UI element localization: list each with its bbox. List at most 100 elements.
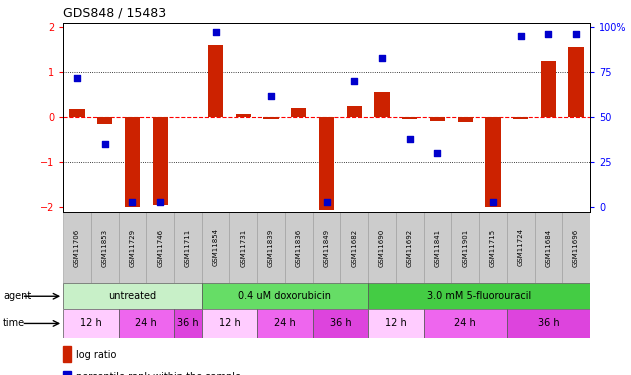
FancyBboxPatch shape xyxy=(368,212,396,283)
FancyBboxPatch shape xyxy=(230,212,257,283)
Point xyxy=(571,31,581,37)
FancyBboxPatch shape xyxy=(257,309,313,338)
FancyBboxPatch shape xyxy=(202,283,368,309)
Bar xyxy=(402,117,417,120)
Bar xyxy=(69,109,85,117)
Text: GSM11839: GSM11839 xyxy=(268,228,274,267)
Text: GSM11724: GSM11724 xyxy=(517,228,524,267)
FancyBboxPatch shape xyxy=(174,212,202,283)
FancyBboxPatch shape xyxy=(313,309,368,338)
Point xyxy=(543,31,553,37)
Bar xyxy=(457,117,473,122)
Point xyxy=(72,75,82,81)
Point xyxy=(488,199,498,205)
FancyBboxPatch shape xyxy=(202,212,230,283)
Bar xyxy=(97,117,112,124)
Bar xyxy=(346,106,362,117)
Text: GSM11696: GSM11696 xyxy=(573,228,579,267)
Bar xyxy=(153,117,168,205)
Text: GSM11711: GSM11711 xyxy=(185,228,191,267)
Text: 12 h: 12 h xyxy=(218,318,240,328)
Bar xyxy=(513,117,528,120)
FancyBboxPatch shape xyxy=(63,283,202,309)
Bar xyxy=(569,47,584,117)
FancyBboxPatch shape xyxy=(534,212,562,283)
Text: GSM11836: GSM11836 xyxy=(296,228,302,267)
Point xyxy=(100,141,110,147)
Bar xyxy=(485,117,500,207)
Text: GSM11715: GSM11715 xyxy=(490,228,496,267)
Bar xyxy=(208,45,223,117)
Text: GSM11854: GSM11854 xyxy=(213,228,218,267)
Text: GSM11729: GSM11729 xyxy=(129,228,136,267)
FancyBboxPatch shape xyxy=(368,309,423,338)
FancyBboxPatch shape xyxy=(63,212,91,283)
Bar xyxy=(319,117,334,210)
Point xyxy=(349,78,359,84)
Point xyxy=(377,55,387,61)
Text: 36 h: 36 h xyxy=(538,318,559,328)
Text: GSM11746: GSM11746 xyxy=(157,228,163,267)
Text: 24 h: 24 h xyxy=(454,318,476,328)
FancyBboxPatch shape xyxy=(257,212,285,283)
Text: GSM11706: GSM11706 xyxy=(74,228,80,267)
Text: 3.0 mM 5-fluorouracil: 3.0 mM 5-fluorouracil xyxy=(427,291,531,301)
Text: time: time xyxy=(3,318,25,328)
Text: 36 h: 36 h xyxy=(329,318,351,328)
Bar xyxy=(63,346,71,362)
Text: GSM11731: GSM11731 xyxy=(240,228,246,267)
Bar xyxy=(125,117,140,207)
Bar xyxy=(63,371,71,375)
FancyBboxPatch shape xyxy=(451,212,479,283)
Point xyxy=(211,29,221,35)
FancyBboxPatch shape xyxy=(396,212,423,283)
Text: log ratio: log ratio xyxy=(76,350,117,360)
Point xyxy=(432,150,442,156)
Bar xyxy=(541,61,556,117)
Point xyxy=(155,199,165,205)
FancyBboxPatch shape xyxy=(562,212,590,283)
FancyBboxPatch shape xyxy=(91,212,119,283)
Text: GSM11690: GSM11690 xyxy=(379,228,385,267)
Text: 12 h: 12 h xyxy=(80,318,102,328)
Text: GSM11684: GSM11684 xyxy=(545,228,551,267)
FancyBboxPatch shape xyxy=(313,212,340,283)
Point xyxy=(127,199,138,205)
FancyBboxPatch shape xyxy=(423,212,451,283)
Bar xyxy=(430,117,445,121)
Text: 24 h: 24 h xyxy=(274,318,296,328)
Text: GSM11901: GSM11901 xyxy=(462,228,468,267)
FancyBboxPatch shape xyxy=(479,212,507,283)
Text: GSM11853: GSM11853 xyxy=(102,228,108,267)
Text: 24 h: 24 h xyxy=(136,318,157,328)
FancyBboxPatch shape xyxy=(285,212,313,283)
FancyBboxPatch shape xyxy=(507,309,590,338)
Text: 36 h: 36 h xyxy=(177,318,199,328)
Text: agent: agent xyxy=(3,291,32,301)
Bar xyxy=(291,108,307,117)
Point xyxy=(266,93,276,99)
FancyBboxPatch shape xyxy=(174,309,202,338)
FancyBboxPatch shape xyxy=(63,309,119,338)
Bar xyxy=(236,114,251,117)
Text: 12 h: 12 h xyxy=(385,318,407,328)
FancyBboxPatch shape xyxy=(202,309,257,338)
Text: GSM11682: GSM11682 xyxy=(351,228,357,267)
Text: GSM11692: GSM11692 xyxy=(407,228,413,267)
Point xyxy=(516,33,526,39)
FancyBboxPatch shape xyxy=(368,283,590,309)
Bar xyxy=(264,117,279,120)
FancyBboxPatch shape xyxy=(119,309,174,338)
Point xyxy=(404,136,415,142)
FancyBboxPatch shape xyxy=(146,212,174,283)
Bar xyxy=(374,92,389,117)
Point xyxy=(321,199,332,205)
Text: percentile rank within the sample: percentile rank within the sample xyxy=(76,372,241,375)
FancyBboxPatch shape xyxy=(423,309,507,338)
Text: 0.4 uM doxorubicin: 0.4 uM doxorubicin xyxy=(239,291,331,301)
Text: GDS848 / 15483: GDS848 / 15483 xyxy=(63,7,166,20)
Text: untreated: untreated xyxy=(109,291,156,301)
Text: GSM11849: GSM11849 xyxy=(324,228,329,267)
Text: GSM11841: GSM11841 xyxy=(435,228,440,267)
FancyBboxPatch shape xyxy=(507,212,534,283)
